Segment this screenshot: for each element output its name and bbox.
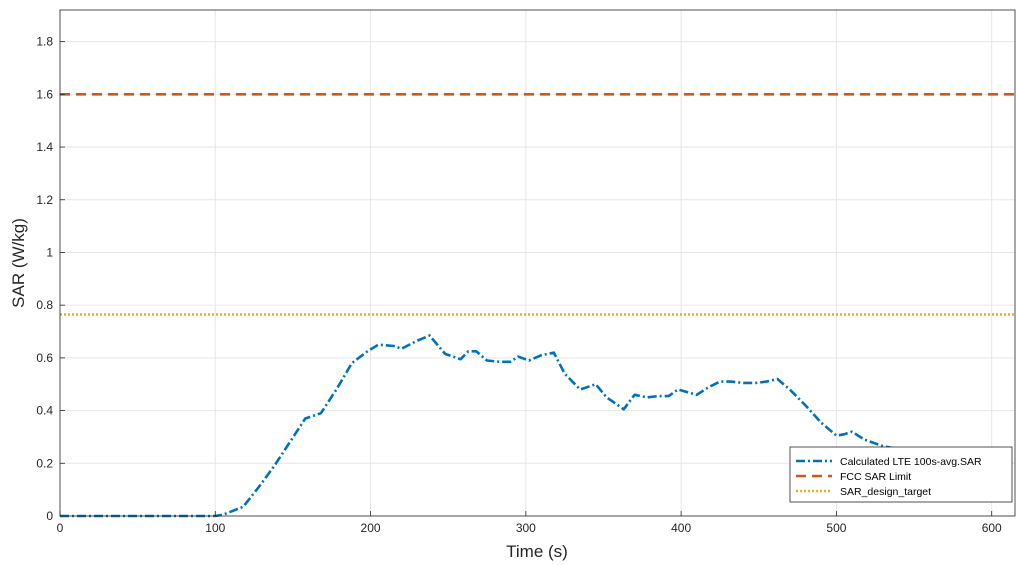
y-tick-labels: 0 0.2 0.4 0.6 0.8 1 1.2 1.4 1.6 1.8: [36, 35, 53, 523]
x-tick-label: 300: [516, 521, 536, 535]
x-tick-label: 200: [361, 521, 381, 535]
x-tick-labels: 0 100 200 300 400 500 600: [57, 521, 1002, 535]
legend-label-calculated: Calculated LTE 100s-avg.SAR: [840, 456, 982, 468]
y-tick-label: 0.4: [36, 404, 53, 418]
x-tick-label: 600: [982, 521, 1002, 535]
series-line-calculated: [60, 334, 912, 518]
y-tick-label: 1.6: [36, 87, 53, 101]
x-tick-label: 100: [205, 521, 225, 535]
x-tick-label: 400: [671, 521, 691, 535]
plot-frame: [59, 9, 1016, 517]
y-tick-label: 0: [46, 509, 53, 523]
y-tick-label: 1.2: [36, 193, 53, 207]
legend-box: [789, 446, 1013, 503]
legend-label-design-target: SAR_design_target: [840, 486, 931, 498]
y-axis-label: SAR (W/kg): [9, 218, 28, 308]
legend-label-fcc-limit: FCC SAR Limit: [840, 471, 911, 483]
y-tick-label: 1: [46, 245, 53, 259]
y-tick-label: 1.4: [36, 140, 53, 154]
y-tick-label: 0.6: [36, 351, 53, 365]
legend: Calculated LTE 100s-avg.SAR FCC SAR Limi…: [789, 446, 1013, 503]
plot-area: [60, 10, 1015, 516]
x-axis-label: Time (s): [506, 542, 568, 561]
series-group: [60, 93, 1015, 518]
y-tick-label: 0.8: [36, 298, 53, 312]
x-tick-label: 0: [57, 521, 64, 535]
y-tick-label: 0.2: [36, 456, 53, 470]
y-tick-label: 1.8: [36, 35, 53, 49]
x-tick-label: 500: [826, 521, 846, 535]
axes: [59, 9, 1016, 517]
